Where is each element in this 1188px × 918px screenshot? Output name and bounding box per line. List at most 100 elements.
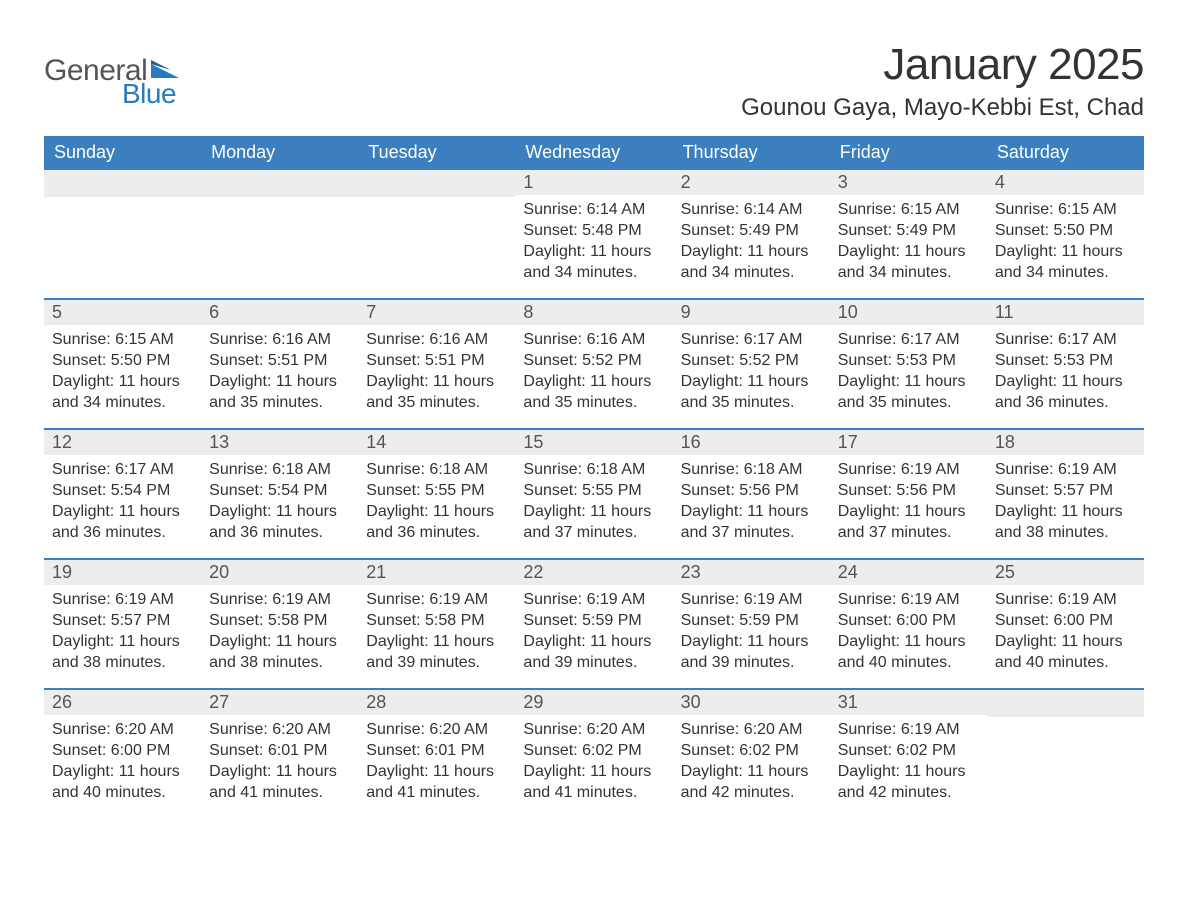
day-number: 29 bbox=[515, 690, 672, 715]
daylight-line-1: Daylight: 11 hours bbox=[523, 371, 664, 392]
daylight-line-1: Daylight: 11 hours bbox=[838, 631, 979, 652]
sunset-line: Sunset: 6:01 PM bbox=[366, 740, 507, 761]
daylight-line-1: Daylight: 11 hours bbox=[366, 761, 507, 782]
sunrise-line: Sunrise: 6:18 AM bbox=[523, 459, 664, 480]
daylight-line-2: and 39 minutes. bbox=[366, 652, 507, 673]
dow-tuesday: Tuesday bbox=[358, 136, 515, 170]
daylight-line-2: and 36 minutes. bbox=[366, 522, 507, 543]
calendar-day: 10Sunrise: 6:17 AMSunset: 5:53 PMDayligh… bbox=[830, 300, 987, 428]
day-body: Sunrise: 6:14 AMSunset: 5:49 PMDaylight:… bbox=[673, 195, 830, 289]
day-body bbox=[358, 197, 515, 287]
day-body: Sunrise: 6:19 AMSunset: 6:02 PMDaylight:… bbox=[830, 715, 987, 809]
sunset-line: Sunset: 5:56 PM bbox=[838, 480, 979, 501]
daylight-line-1: Daylight: 11 hours bbox=[52, 501, 193, 522]
sunset-line: Sunset: 6:00 PM bbox=[838, 610, 979, 631]
calendar-week: 19Sunrise: 6:19 AMSunset: 5:57 PMDayligh… bbox=[44, 558, 1144, 688]
sunrise-line: Sunrise: 6:20 AM bbox=[366, 719, 507, 740]
dow-thursday: Thursday bbox=[673, 136, 830, 170]
daylight-line-2: and 39 minutes. bbox=[681, 652, 822, 673]
day-body: Sunrise: 6:20 AMSunset: 6:01 PMDaylight:… bbox=[358, 715, 515, 809]
sunset-line: Sunset: 6:02 PM bbox=[838, 740, 979, 761]
daylight-line-1: Daylight: 11 hours bbox=[209, 501, 350, 522]
daylight-line-2: and 34 minutes. bbox=[523, 262, 664, 283]
day-number-empty bbox=[44, 170, 201, 197]
daylight-line-1: Daylight: 11 hours bbox=[366, 631, 507, 652]
day-body: Sunrise: 6:20 AMSunset: 6:02 PMDaylight:… bbox=[673, 715, 830, 809]
day-number: 30 bbox=[673, 690, 830, 715]
daylight-line-2: and 39 minutes. bbox=[523, 652, 664, 673]
sunrise-line: Sunrise: 6:16 AM bbox=[366, 329, 507, 350]
daylight-line-2: and 34 minutes. bbox=[995, 262, 1136, 283]
day-number: 8 bbox=[515, 300, 672, 325]
daylight-line-1: Daylight: 11 hours bbox=[209, 761, 350, 782]
daylight-line-2: and 35 minutes. bbox=[681, 392, 822, 413]
sunrise-line: Sunrise: 6:17 AM bbox=[681, 329, 822, 350]
day-number: 20 bbox=[201, 560, 358, 585]
day-body: Sunrise: 6:19 AMSunset: 5:59 PMDaylight:… bbox=[673, 585, 830, 679]
sunset-line: Sunset: 5:58 PM bbox=[366, 610, 507, 631]
sunset-line: Sunset: 5:55 PM bbox=[366, 480, 507, 501]
calendar-day: 8Sunrise: 6:16 AMSunset: 5:52 PMDaylight… bbox=[515, 300, 672, 428]
daylight-line-1: Daylight: 11 hours bbox=[366, 371, 507, 392]
day-body: Sunrise: 6:18 AMSunset: 5:54 PMDaylight:… bbox=[201, 455, 358, 549]
calendar-day: 24Sunrise: 6:19 AMSunset: 6:00 PMDayligh… bbox=[830, 560, 987, 688]
sunset-line: Sunset: 5:51 PM bbox=[366, 350, 507, 371]
day-body: Sunrise: 6:17 AMSunset: 5:53 PMDaylight:… bbox=[987, 325, 1144, 419]
calendar-day: 19Sunrise: 6:19 AMSunset: 5:57 PMDayligh… bbox=[44, 560, 201, 688]
daylight-line-1: Daylight: 11 hours bbox=[995, 241, 1136, 262]
daylight-line-1: Daylight: 11 hours bbox=[681, 371, 822, 392]
calendar-day: 25Sunrise: 6:19 AMSunset: 6:00 PMDayligh… bbox=[987, 560, 1144, 688]
sunrise-line: Sunrise: 6:20 AM bbox=[681, 719, 822, 740]
calendar-day: 12Sunrise: 6:17 AMSunset: 5:54 PMDayligh… bbox=[44, 430, 201, 558]
calendar: Sunday Monday Tuesday Wednesday Thursday… bbox=[44, 136, 1144, 818]
daylight-line-1: Daylight: 11 hours bbox=[838, 241, 979, 262]
sunset-line: Sunset: 5:53 PM bbox=[995, 350, 1136, 371]
sunrise-line: Sunrise: 6:19 AM bbox=[838, 719, 979, 740]
day-body: Sunrise: 6:19 AMSunset: 6:00 PMDaylight:… bbox=[987, 585, 1144, 679]
location-subtitle: Gounou Gaya, Mayo-Kebbi Est, Chad bbox=[741, 94, 1144, 122]
daylight-line-1: Daylight: 11 hours bbox=[681, 631, 822, 652]
day-number: 10 bbox=[830, 300, 987, 325]
daylight-line-2: and 42 minutes. bbox=[681, 782, 822, 803]
page-title: January 2025 bbox=[741, 40, 1144, 90]
sunrise-line: Sunrise: 6:18 AM bbox=[209, 459, 350, 480]
day-number-empty bbox=[358, 170, 515, 197]
header: General Blue January 2025 Gounou Gaya, M… bbox=[44, 40, 1144, 122]
day-number: 7 bbox=[358, 300, 515, 325]
sunrise-line: Sunrise: 6:19 AM bbox=[995, 459, 1136, 480]
sunset-line: Sunset: 5:50 PM bbox=[52, 350, 193, 371]
logo-text-blue: Blue bbox=[122, 78, 176, 110]
day-number: 26 bbox=[44, 690, 201, 715]
title-block: January 2025 Gounou Gaya, Mayo-Kebbi Est… bbox=[741, 40, 1144, 122]
day-body: Sunrise: 6:19 AMSunset: 5:57 PMDaylight:… bbox=[44, 585, 201, 679]
sunrise-line: Sunrise: 6:15 AM bbox=[995, 199, 1136, 220]
calendar-day: 31Sunrise: 6:19 AMSunset: 6:02 PMDayligh… bbox=[830, 690, 987, 818]
sunrise-line: Sunrise: 6:19 AM bbox=[52, 589, 193, 610]
sunrise-line: Sunrise: 6:17 AM bbox=[995, 329, 1136, 350]
sunrise-line: Sunrise: 6:15 AM bbox=[838, 199, 979, 220]
daylight-line-2: and 35 minutes. bbox=[366, 392, 507, 413]
daylight-line-1: Daylight: 11 hours bbox=[838, 501, 979, 522]
sunset-line: Sunset: 5:55 PM bbox=[523, 480, 664, 501]
day-number-empty bbox=[201, 170, 358, 197]
sunset-line: Sunset: 5:51 PM bbox=[209, 350, 350, 371]
calendar-day: 9Sunrise: 6:17 AMSunset: 5:52 PMDaylight… bbox=[673, 300, 830, 428]
sunset-line: Sunset: 6:01 PM bbox=[209, 740, 350, 761]
day-number: 14 bbox=[358, 430, 515, 455]
dow-saturday: Saturday bbox=[987, 136, 1144, 170]
sunrise-line: Sunrise: 6:19 AM bbox=[523, 589, 664, 610]
day-body: Sunrise: 6:15 AMSunset: 5:50 PMDaylight:… bbox=[44, 325, 201, 419]
sunset-line: Sunset: 5:52 PM bbox=[523, 350, 664, 371]
day-body: Sunrise: 6:19 AMSunset: 5:56 PMDaylight:… bbox=[830, 455, 987, 549]
sunset-line: Sunset: 5:52 PM bbox=[681, 350, 822, 371]
sunset-line: Sunset: 5:59 PM bbox=[681, 610, 822, 631]
daylight-line-2: and 40 minutes. bbox=[52, 782, 193, 803]
day-body: Sunrise: 6:19 AMSunset: 6:00 PMDaylight:… bbox=[830, 585, 987, 679]
day-number: 5 bbox=[44, 300, 201, 325]
calendar-day: 5Sunrise: 6:15 AMSunset: 5:50 PMDaylight… bbox=[44, 300, 201, 428]
daylight-line-2: and 37 minutes. bbox=[838, 522, 979, 543]
sunset-line: Sunset: 5:50 PM bbox=[995, 220, 1136, 241]
calendar-day: 15Sunrise: 6:18 AMSunset: 5:55 PMDayligh… bbox=[515, 430, 672, 558]
calendar-day-empty bbox=[358, 170, 515, 298]
day-body: Sunrise: 6:18 AMSunset: 5:55 PMDaylight:… bbox=[358, 455, 515, 549]
